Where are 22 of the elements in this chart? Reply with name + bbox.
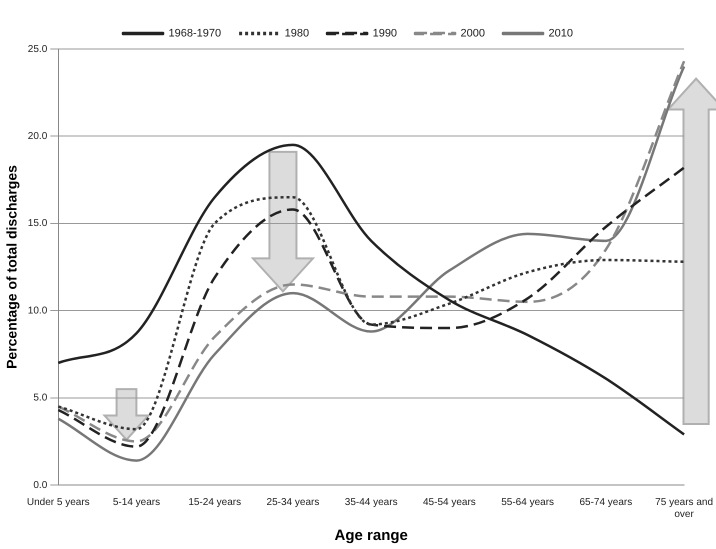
x-tick-label: 5-14 years — [112, 496, 160, 508]
legend-label: 1968-1970 — [168, 28, 222, 40]
x-tick-label: 15-24 years — [188, 496, 242, 508]
x-tick-label: 75 years and over — [655, 496, 714, 520]
y-tick-label: 0.0 — [33, 480, 48, 491]
x-tick-label: Under 5 years — [26, 496, 90, 508]
x-tick-label: 25-34 years — [266, 496, 320, 508]
legend-label: 2000 — [460, 28, 486, 40]
y-tick-label: 15.0 — [28, 218, 48, 230]
x-tick-label: 35-44 years — [344, 496, 398, 508]
x-tick-label: 65-74 years — [579, 496, 632, 508]
legend-label: 1990 — [372, 28, 398, 40]
legend-label: 1980 — [284, 28, 310, 40]
y-tick-label: 25.0 — [28, 44, 48, 55]
x-axis-title: Age range — [334, 527, 408, 544]
y-tick-label: 5.0 — [33, 392, 48, 404]
y-tick-label: 10.0 — [28, 305, 48, 316]
legend-label: 2010 — [548, 28, 574, 40]
y-tick-label: 20.0 — [28, 130, 48, 142]
x-tick-label: 45-54 years — [423, 496, 476, 508]
y-axis-title: Percentage of total discharges — [3, 164, 20, 369]
x-tick-label: 55-64 years — [501, 496, 554, 508]
